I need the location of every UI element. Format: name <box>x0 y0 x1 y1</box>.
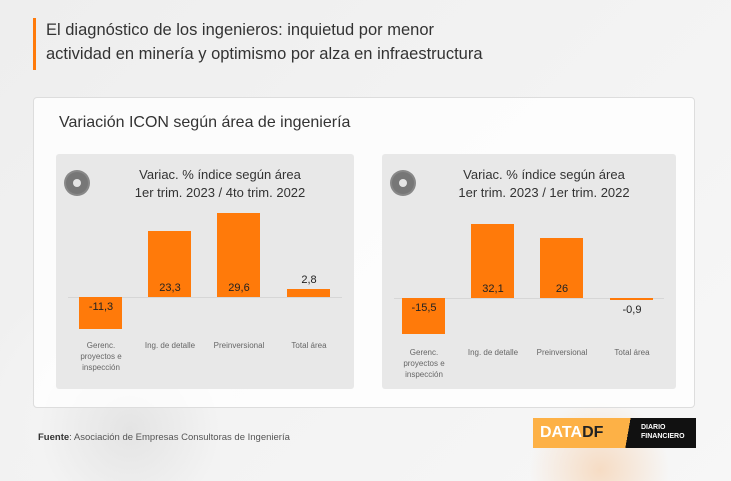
data-label: 23,3 <box>159 282 181 294</box>
chart-title: Variac. % índice según área 1er trim. 202… <box>56 166 354 202</box>
logo-diario: DIARIO <box>641 424 666 431</box>
bar <box>287 289 330 297</box>
logo-df: DF <box>582 424 604 441</box>
source-note: Fuente: Asociación de Empresas Consultor… <box>38 432 290 443</box>
category-label: Gerenc. proyectos e inspección <box>80 341 122 372</box>
gear-icon <box>392 172 414 194</box>
chart-card: Variación ICON según área de ingeniería … <box>33 97 695 408</box>
gear-icon <box>66 172 88 194</box>
logo-financiero: FINANCIERO <box>641 433 685 440</box>
zero-line <box>394 298 664 299</box>
bar <box>471 224 514 298</box>
data-label: -11,3 <box>88 301 114 313</box>
datadf-logo: DATADF DIARIO FINANCIERO <box>533 418 696 448</box>
data-label: -0,9 <box>622 304 642 317</box>
bar <box>79 297 122 330</box>
zero-line <box>68 297 342 298</box>
category-label: Preinversional <box>536 348 588 357</box>
bar <box>610 298 653 301</box>
category-label: Ing. de detalle <box>144 341 196 350</box>
data-label: 2,8 <box>301 274 317 287</box>
data-label: 29,6 <box>228 282 250 294</box>
source-label: Fuente <box>38 432 70 443</box>
chart-title-line: Variac. % índice según área <box>139 167 301 182</box>
category-label: Total área <box>291 341 327 350</box>
chart-subtitle: 1er trim. 2023 / 4to trim. 2022 <box>134 185 306 200</box>
category-label: Total área <box>614 348 650 357</box>
chart-panel-vs-4q2022: Variac. % índice según área 1er trim. 202… <box>56 154 354 389</box>
headline: El diagnóstico de los ingenieros: inquie… <box>33 18 483 70</box>
bar <box>148 230 191 297</box>
logo-data: DATA <box>540 424 583 441</box>
chart-panel-vs-1q2022: Variac. % índice según área 1er trim. 202… <box>382 154 676 389</box>
headline-line: actividad en minería y optimismo por alz… <box>46 45 483 63</box>
category-label: Gerenc. proyectos e inspección <box>403 348 445 379</box>
source-text: : Asociación de Empresas Consultoras de … <box>69 432 290 443</box>
chart-title-line: Variac. % índice según área <box>463 167 625 182</box>
bar <box>540 238 583 298</box>
category-label: Preinversional <box>213 341 265 350</box>
bar <box>402 298 445 334</box>
data-label: 32,1 <box>482 283 504 295</box>
chart-subtitle: 1er trim. 2023 / 1er trim. 2022 <box>458 185 630 200</box>
category-label: Ing. de detalle <box>467 348 519 357</box>
headline-line: El diagnóstico de los ingenieros: inquie… <box>46 21 434 39</box>
data-label: -15,5 <box>411 302 437 314</box>
card-title: Variación ICON según área de ingeniería <box>59 114 351 131</box>
chart-title: Variac. % índice según área 1er trim. 202… <box>382 166 676 202</box>
bar <box>217 212 260 297</box>
data-label: 26 <box>555 283 569 295</box>
